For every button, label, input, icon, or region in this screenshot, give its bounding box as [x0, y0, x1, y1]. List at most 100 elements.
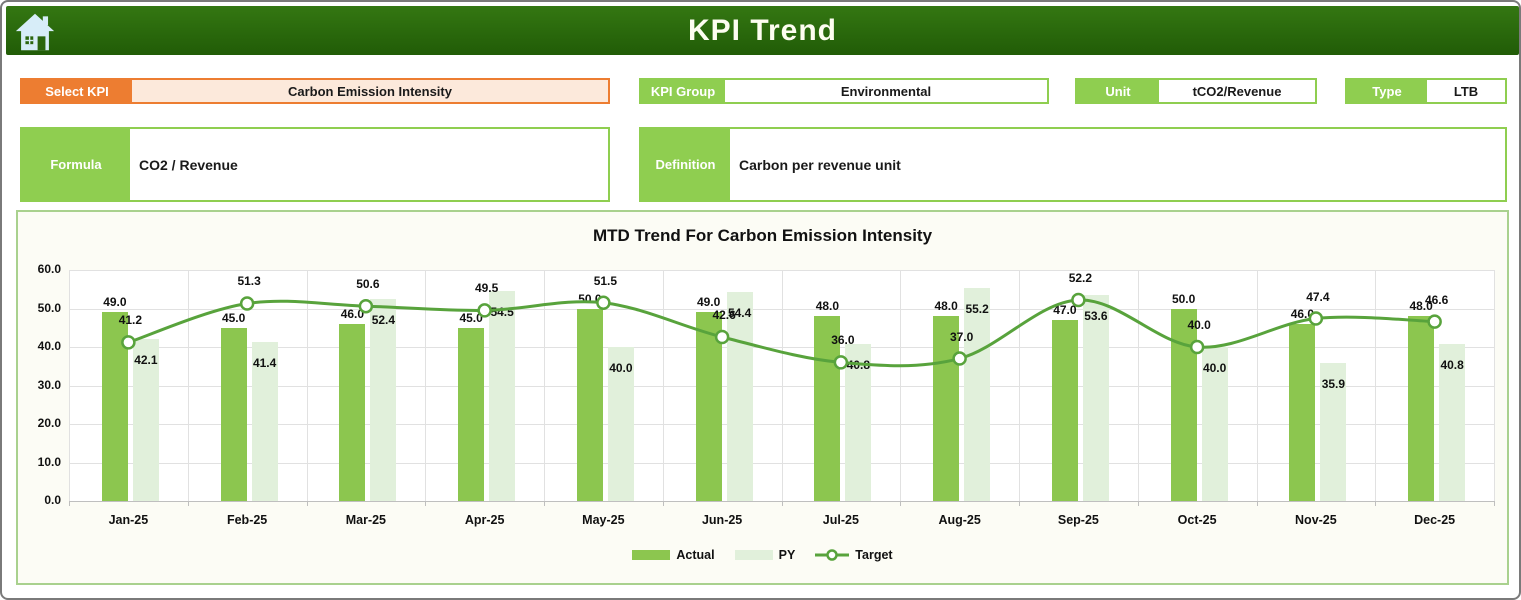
data-label-actual: 46.0: [1290, 306, 1315, 321]
data-label-actual: 48.0: [1409, 299, 1433, 314]
x-axis-category-label: Sep-25: [1057, 513, 1099, 527]
unit-value: tCO2/Revenue: [1159, 80, 1315, 102]
target-marker: [1427, 314, 1442, 329]
data-label-target: 36.0: [831, 333, 855, 348]
chart-legend: Actual PY Target: [18, 548, 1507, 562]
bar-actual: [220, 327, 247, 501]
gridline-vertical: [188, 270, 189, 501]
target-marker: [833, 355, 849, 370]
gridline-vertical: [307, 270, 308, 501]
y-axis-tick-label: 30.0: [37, 377, 61, 392]
gridline-vertical: [1494, 270, 1495, 501]
data-label-actual: 49.0: [696, 295, 721, 310]
target-line: [127, 298, 1435, 368]
data-label-target: 40.0: [1187, 318, 1211, 332]
bar-py: [132, 338, 159, 501]
legend-label-target: Target: [855, 548, 893, 562]
x-axis-tickmark: [188, 501, 189, 506]
legend-label-py: PY: [778, 548, 796, 562]
legend-item-target: Target: [815, 548, 893, 562]
target-marker: [1071, 292, 1086, 308]
data-label-py: 52.4: [371, 313, 396, 328]
legend-item-actual: Actual: [632, 548, 715, 562]
gridline-vertical: [1138, 270, 1139, 501]
bar-py: [1439, 343, 1466, 501]
data-label-py: 35.9: [1321, 376, 1346, 391]
gridline-horizontal: [69, 462, 1494, 464]
bar-actual: [933, 316, 960, 501]
data-label-target: 46.6: [1424, 292, 1449, 307]
definition-value: Carbon per revenue unit: [730, 129, 1505, 200]
x-axis-tickmark: [1257, 501, 1258, 506]
select-kpi-label: Select KPI: [22, 80, 132, 102]
x-axis-category-label: May-25: [582, 513, 625, 527]
select-kpi-control: Select KPI Carbon Emission Intensity: [20, 78, 610, 104]
bar-actual: [814, 316, 841, 501]
definition-label: Definition: [641, 129, 730, 200]
data-label-py: 54.4: [727, 305, 752, 320]
data-label-target: 51.5: [593, 273, 618, 288]
header-bar: KPI Trend: [6, 6, 1519, 55]
data-label-py: 53.6: [1084, 308, 1108, 323]
select-kpi-value[interactable]: Carbon Emission Intensity: [132, 80, 608, 102]
x-axis-category-label: Apr-25: [464, 513, 505, 527]
bar-py: [251, 341, 278, 501]
data-label-actual: 45.0: [459, 310, 483, 325]
bar-actual: [695, 312, 722, 501]
type-control: Type LTB: [1345, 78, 1507, 104]
home-icon: [15, 13, 55, 51]
unit-label: Unit: [1077, 80, 1159, 102]
data-label-actual: 50.0: [1171, 291, 1196, 306]
bar-actual: [458, 327, 485, 501]
gridline-vertical: [1019, 270, 1020, 501]
target-marker: [358, 298, 374, 314]
bar-py: [607, 347, 634, 501]
data-label-actual: 48.0: [934, 299, 958, 314]
gridline-vertical: [1375, 270, 1376, 501]
bar-py: [726, 291, 753, 501]
formula-value: CO2 / Revenue: [130, 129, 608, 200]
data-label-py: 42.1: [134, 352, 158, 367]
gridline-vertical: [544, 270, 545, 501]
bar-actual: [1408, 316, 1435, 501]
data-label-actual: 48.0: [815, 299, 840, 314]
x-axis-tickmark: [663, 501, 664, 506]
target-marker: [239, 296, 255, 311]
data-label-target: 49.5: [474, 281, 499, 296]
data-label-target: 51.3: [237, 274, 261, 289]
data-label-target: 37.0: [949, 329, 974, 344]
data-label-py: 40.0: [609, 361, 633, 375]
x-axis-category-label: Dec-25: [1414, 513, 1456, 527]
x-axis-tickmark: [544, 501, 545, 506]
bar-actual: [339, 323, 366, 501]
x-axis-category-label: Jun-25: [701, 513, 743, 527]
gridline-vertical: [663, 270, 664, 501]
target-line-series: [121, 292, 1442, 370]
bar-py: [1320, 362, 1347, 501]
x-axis-tickmark: [1138, 501, 1139, 506]
data-label-target: 41.2: [118, 313, 143, 328]
data-label-target: 47.4: [1306, 289, 1330, 304]
legend-swatch-py: [734, 550, 773, 560]
type-value: LTB: [1427, 80, 1505, 102]
data-label-py: 40.0: [1202, 361, 1227, 375]
x-axis-tickmark: [900, 501, 901, 506]
x-axis-line: [69, 501, 1494, 502]
home-button[interactable]: [12, 10, 58, 54]
x-axis-tickmark: [307, 501, 308, 506]
legend-swatch-actual: [632, 550, 671, 560]
gridline-vertical: [425, 270, 426, 501]
data-label-py: 41.4: [252, 355, 277, 370]
gridline-horizontal: [69, 385, 1494, 387]
page-title: KPI Trend: [687, 13, 838, 47]
y-axis-tick-label: 40.0: [37, 339, 61, 353]
bar-py: [964, 288, 991, 501]
data-label-py: 55.2: [965, 302, 989, 317]
bar-py: [845, 343, 872, 501]
x-axis-category-label: Oct-25: [1177, 513, 1217, 527]
x-axis-tickmark: [425, 501, 426, 506]
type-label: Type: [1347, 80, 1427, 102]
bar-py: [370, 299, 397, 501]
x-axis-category-label: Nov-25: [1295, 513, 1337, 527]
